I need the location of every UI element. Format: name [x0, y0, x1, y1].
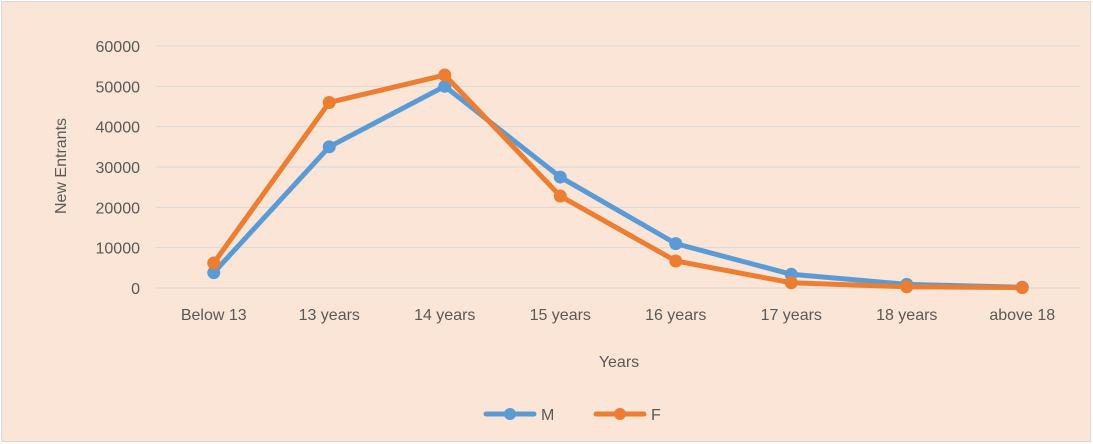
- y-axis-ticks: 0 10000 20000 30000 40000 50000 60000: [96, 39, 141, 298]
- x-tick-label: 16 years: [645, 307, 706, 324]
- gridlines: [156, 45, 1080, 289]
- x-tick-label: 18 years: [876, 307, 937, 324]
- data-point: [322, 95, 336, 109]
- legend-item: M: [483, 407, 554, 424]
- y-tick-label: 0: [131, 281, 140, 298]
- legend-dot-marker: [614, 408, 626, 420]
- x-tick-label: Below 13: [181, 307, 247, 324]
- data-point: [438, 68, 452, 82]
- x-tick-label: above 18: [989, 307, 1055, 324]
- series-line: [211, 83, 1025, 290]
- legend-dot-marker: [504, 408, 516, 420]
- data-point: [207, 266, 221, 280]
- data-point: [553, 189, 567, 203]
- legend-item: F: [593, 407, 661, 424]
- legend-label: M: [541, 407, 554, 424]
- data-point: [669, 237, 683, 251]
- y-tick-label: 20000: [96, 200, 141, 217]
- data-point: [1015, 281, 1029, 295]
- data-point: [553, 170, 567, 184]
- x-tick-label: 13 years: [299, 307, 360, 324]
- y-tick-label: 40000: [96, 120, 141, 137]
- x-tick-label: 15 years: [530, 307, 591, 324]
- data-point: [669, 254, 683, 268]
- legend-label: F: [651, 407, 661, 424]
- x-axis-title: Years: [599, 354, 639, 371]
- data-point: [900, 280, 914, 294]
- y-tick-label: 30000: [96, 160, 141, 177]
- data-point: [322, 140, 336, 154]
- y-tick-label: 60000: [96, 39, 141, 56]
- series-F: [207, 68, 1029, 295]
- x-axis-ticks: Below 13 13 years 14 years 15 years 16 years…: [181, 307, 1055, 324]
- data-point: [207, 256, 221, 270]
- data-point: [438, 79, 452, 93]
- data-point: [784, 276, 798, 290]
- x-tick-label: 14 years: [414, 307, 475, 324]
- series-M: [207, 79, 1029, 294]
- series-line: [211, 72, 1025, 291]
- series-lines: [207, 68, 1029, 295]
- y-axis-title: New Entrants: [53, 118, 70, 214]
- x-tick-label: 17 years: [761, 307, 822, 324]
- y-tick-label: 50000: [96, 79, 141, 96]
- y-tick-label: 10000: [96, 241, 141, 258]
